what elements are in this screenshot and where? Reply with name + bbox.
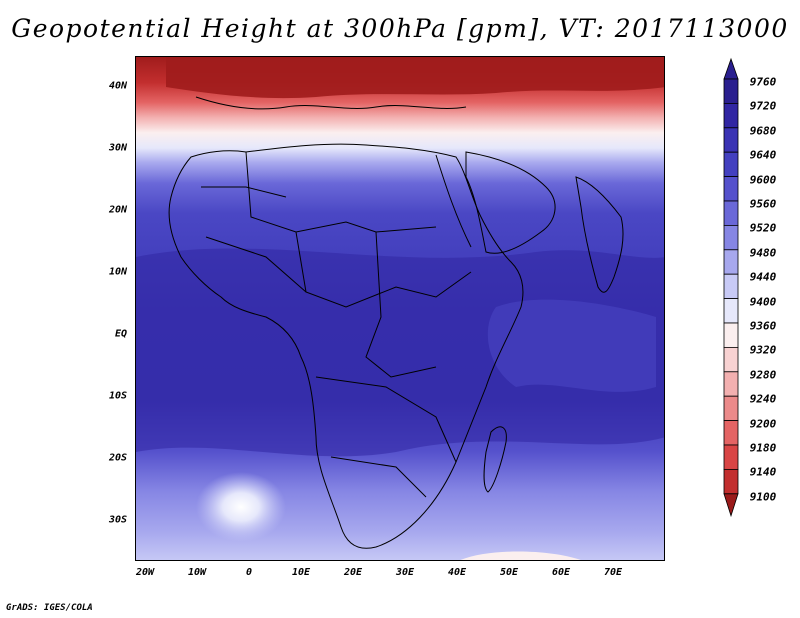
lon-label-10w: 10W [187,567,207,578]
lat-label-40n: 40N [108,80,127,92]
colorbar-swatch [723,200,739,226]
colorbar-swatch [723,468,739,495]
colorbar-swatch [723,224,739,251]
lon-label-60e: 60E [551,567,571,578]
colorbar-level-label: 9240 [749,392,777,406]
colorbar-swatch [723,322,739,348]
lat-label-20n: 20N [108,204,127,216]
colorbar-level-label: 9760 [749,75,777,89]
colorbar-level-label: 9520 [749,221,777,235]
lon-label-50e: 50E [499,567,519,578]
grads-credit: GrADS: IGES/COLA [6,603,93,613]
colorbar-level-label: 9100 [749,490,777,504]
colorbar-level-label: 9320 [749,343,777,357]
lat-label-30s: 30S [108,514,127,526]
colorbar-level-label: 9720 [749,99,777,113]
colorbar-level-label: 9280 [749,368,777,382]
colorbar-swatch [723,273,739,300]
colorbar-swatch [723,420,739,446]
colorbar-level-label: 9640 [749,148,777,162]
colorbar-level-label: 9480 [749,246,777,260]
colorbar-level-label: 9180 [749,441,777,455]
colorbar-level-label: 9600 [749,173,777,187]
colorbar-swatch [723,298,739,324]
lat-label-20s: 20S [108,452,127,464]
colorbar-swatch [723,127,739,153]
colorbar-level-label: 9440 [749,270,777,284]
colorbar-swatch [723,249,739,275]
lat-label-10s: 10S [108,390,127,402]
colorbar-swatch [723,176,739,202]
colorbar-min-arrow [723,493,739,518]
geopotential-height-field [136,57,664,560]
lat-label-30n: 30N [108,142,127,154]
map-title: Geopotential Height at 300hPa [gpm], VT:… [11,14,789,43]
colorbar-level-label: 9400 [749,295,777,309]
colorbar-swatch [723,103,739,129]
lon-label-20w: 20W [135,567,155,578]
lon-label-40e: 40E [447,567,467,578]
colorbar-level-label: 9680 [749,124,777,138]
lon-label-20e: 20E [343,567,363,578]
coastline-borders [168,96,624,549]
map-plot-area [135,56,665,561]
colorbar-swatch [723,371,739,397]
colorbar-level-label: 9200 [749,417,777,431]
colorbar-swatch [723,395,739,422]
colorbar-level-label: 9360 [749,319,777,333]
lon-label-10e: 10E [291,567,311,578]
colorbar-max-arrow [723,57,739,80]
lat-label-eq: EQ [114,328,127,340]
colorbar-swatch [723,346,739,373]
colorbar-swatch [723,444,739,470]
lon-label-30e: 30E [395,567,415,578]
lon-label-70e: 70E [603,567,623,578]
colorbar-swatch [723,151,739,177]
lon-label-0: 0 [245,567,253,578]
colorbar-level-label: 9560 [749,197,777,211]
colorbar-swatch [723,78,739,104]
colorbar-level-label: 9140 [749,465,777,479]
lat-label-10n: 10N [108,266,127,278]
